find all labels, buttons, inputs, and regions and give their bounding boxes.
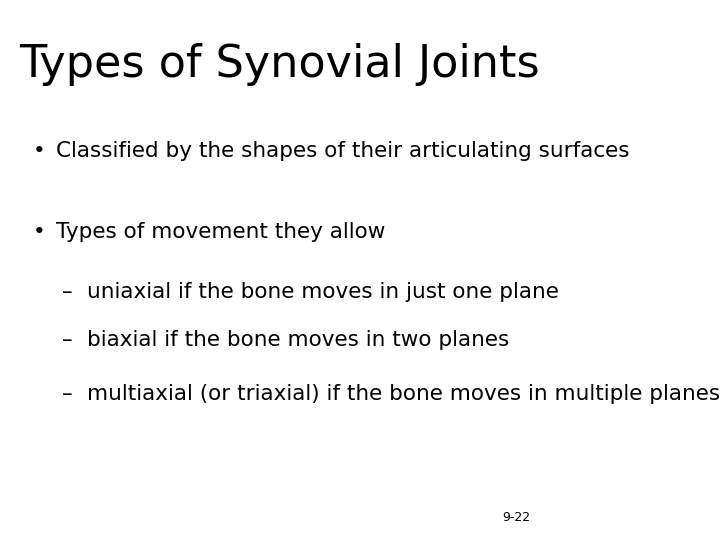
Text: 9-22: 9-22 <box>503 511 531 524</box>
Text: –: – <box>62 330 72 350</box>
Text: –: – <box>62 384 72 404</box>
Text: –: – <box>62 281 72 302</box>
Text: Types of movement they allow: Types of movement they allow <box>56 222 385 242</box>
Text: •: • <box>32 222 45 242</box>
Text: •: • <box>32 141 45 161</box>
Text: Types of Synovial Joints: Types of Synovial Joints <box>19 43 539 86</box>
Text: Classified by the shapes of their articulating surfaces: Classified by the shapes of their articu… <box>56 141 629 161</box>
Text: uniaxial if the bone moves in just one plane: uniaxial if the bone moves in just one p… <box>86 281 559 302</box>
Text: biaxial if the bone moves in two planes: biaxial if the bone moves in two planes <box>86 330 509 350</box>
Text: multiaxial (or triaxial) if the bone moves in multiple planes: multiaxial (or triaxial) if the bone mov… <box>86 384 720 404</box>
